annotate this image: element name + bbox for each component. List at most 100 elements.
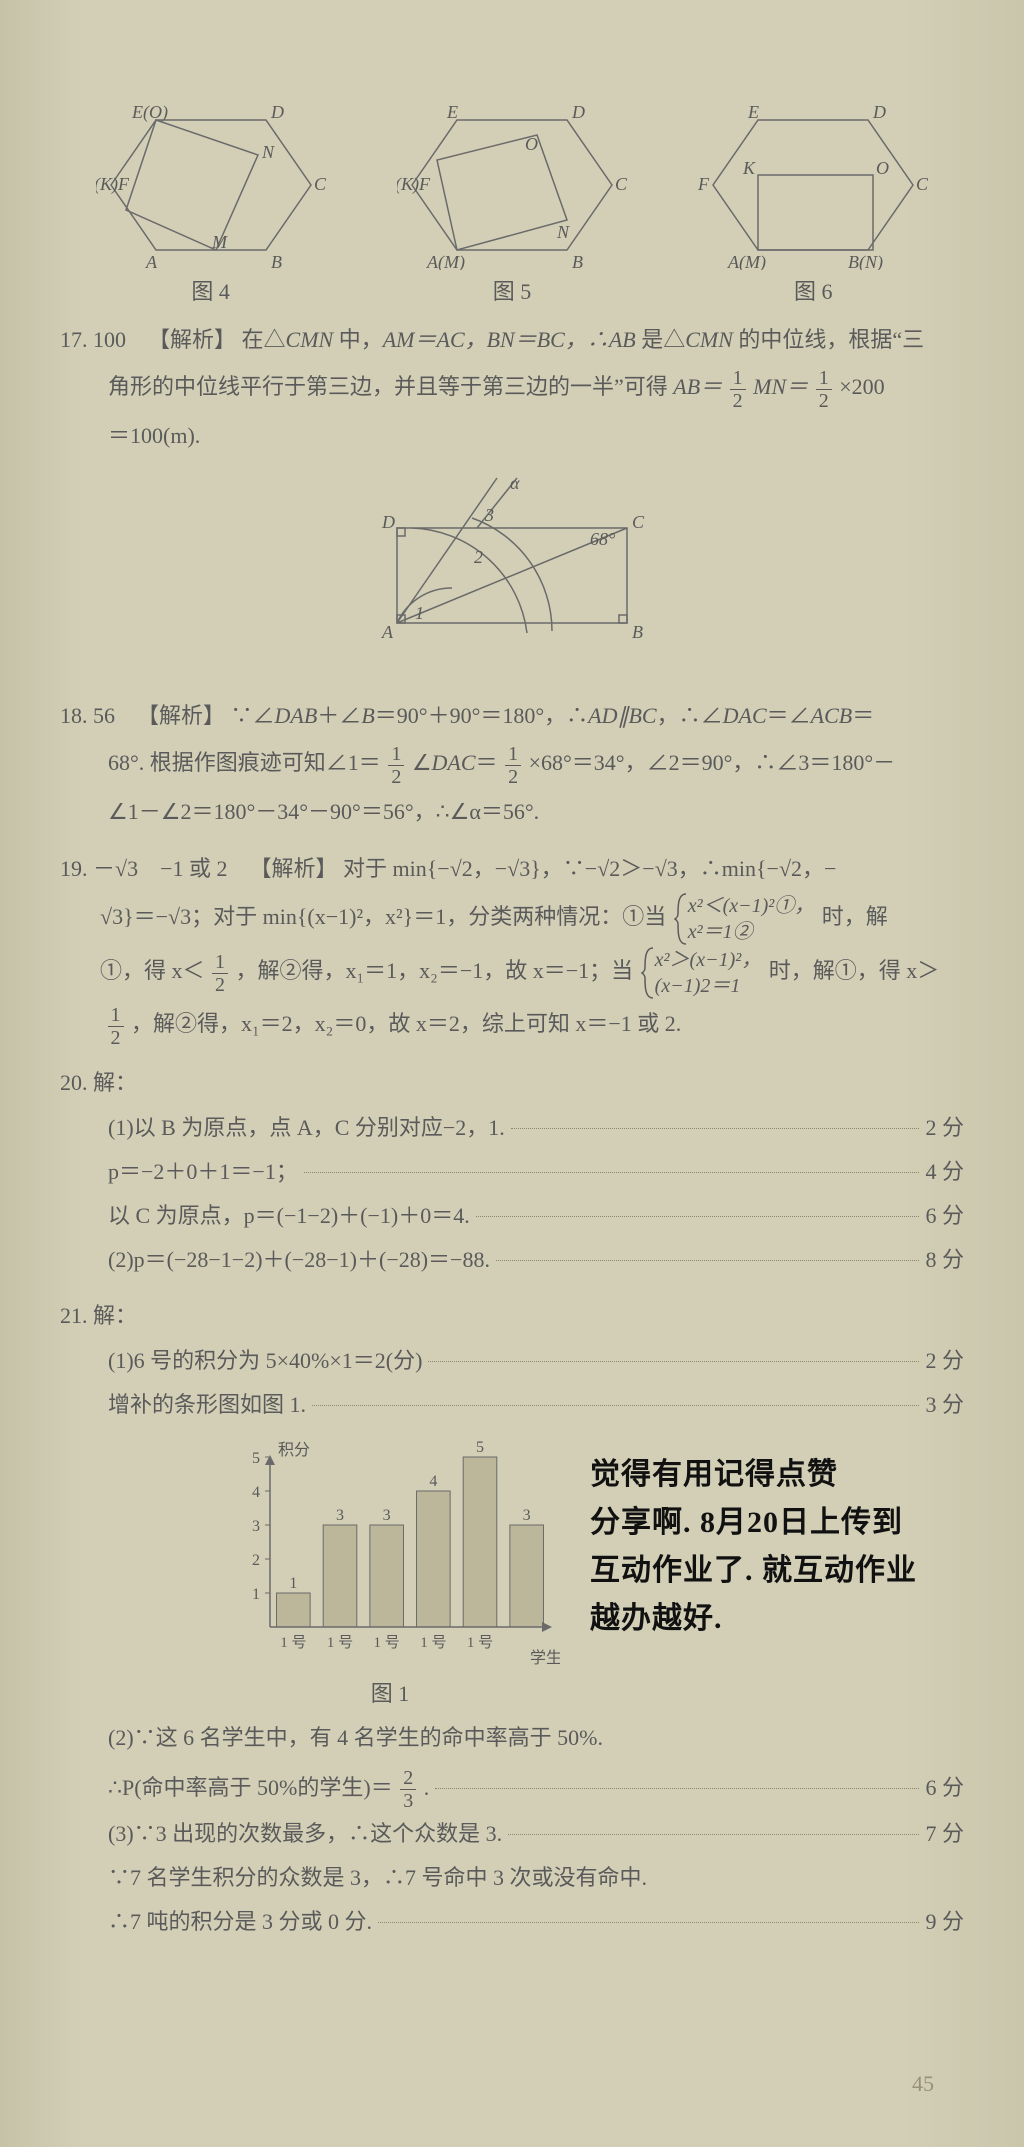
fig5-lbl-b: B bbox=[572, 252, 583, 270]
page-number: 45 bbox=[912, 2071, 934, 2097]
p21-line-1: (1)6 号的积分为 5×40%×1＝2(分) 2 分 bbox=[60, 1339, 964, 1383]
p17-l1a: 在△ bbox=[242, 327, 286, 352]
handwriting-note: 觉得有用记得点赞 分享啊. 8月20日上传到 互动作业了. 就互动作业 越办越好… bbox=[590, 1451, 917, 1643]
figure-row: E(O) D C B A (K)F N M 图 4 E bbox=[60, 100, 964, 306]
p19-sys2-top: x²＞(x−1)²， bbox=[655, 949, 762, 971]
p21-line-2: 增补的条形图如图 1. 3 分 bbox=[60, 1383, 964, 1427]
p21-p2-l2a: ∴P(命中率高于 50%的学生)＝ bbox=[108, 1775, 393, 1800]
mid-diagram-svg: D C A B 68° α 1 2 3 bbox=[352, 473, 672, 673]
fig4-lbl-n: N bbox=[261, 142, 275, 162]
p21-p2-fn: 2 bbox=[400, 1767, 416, 1790]
p19-frac2: 12 bbox=[108, 1004, 124, 1049]
p18-dab: DAB bbox=[275, 703, 318, 728]
hexagon-fig6-svg: E D C B(N) A(M) F K O bbox=[698, 100, 928, 270]
p18-l1e: ＝∠ bbox=[767, 703, 811, 728]
svg-text:1 号: 1 号 bbox=[327, 1635, 353, 1651]
hw-l1: 觉得有用记得点赞 bbox=[590, 1451, 917, 1499]
brace-icon bbox=[674, 892, 688, 946]
p18-l1a: ∵∠ bbox=[231, 703, 275, 728]
p18-l2c: ＝ bbox=[476, 750, 498, 775]
p20-line: (2)p＝(−28−1−2)＋(−28−1)＋(−28)＝−88.8 分 bbox=[60, 1238, 964, 1282]
fig5-lbl-kf: (K)F bbox=[397, 174, 431, 195]
line-pts: 7 分 bbox=[925, 1812, 964, 1856]
page: E(O) D C B A (K)F N M 图 4 E bbox=[0, 0, 1024, 2147]
p19-sys1-top: x²＜(x−1)²①， bbox=[688, 895, 815, 917]
p20-scoring-lines: (1)以 B 为原点，点 A，C 分别对应−2，1.2 分p＝−2＋0＋1＝−1… bbox=[60, 1106, 964, 1282]
p21-l1-txt: (1)6 号的积分为 5×40%×1＝2(分) bbox=[108, 1339, 422, 1383]
p19-l3c: 时，解①，得 x＞ bbox=[769, 958, 940, 983]
middle-diagram: D C A B 68° α 1 2 3 bbox=[60, 473, 964, 678]
p18-frac1: 12 bbox=[388, 743, 404, 788]
p21-l2-pts: 3 分 bbox=[925, 1383, 964, 1427]
p21-part3-line: ∵7 名学生积分的众数是 3，∴7 号命中 3 次或没有命中. bbox=[60, 1856, 964, 1900]
p17-l1c: 是△ bbox=[636, 327, 686, 352]
mid-B: B bbox=[632, 622, 643, 642]
fig5-lbl-c: C bbox=[615, 174, 627, 194]
p17-abeq: AB＝ bbox=[673, 374, 722, 399]
svg-text:积分: 积分 bbox=[278, 1441, 310, 1459]
p19-l1a: 对于 min{−√2，−√3}，∵−√2＞−√3，∴min{−√2，− bbox=[343, 856, 836, 881]
mid-D: D bbox=[381, 512, 395, 532]
p19-f2d: 2 bbox=[108, 1027, 124, 1049]
dots-icon bbox=[435, 1788, 919, 1789]
bar-chart-svg: 123451334531 号1 号1 号1 号1 号积分学生编号 bbox=[220, 1437, 560, 1667]
p17-mn: MN＝ bbox=[753, 374, 808, 399]
p21-p2-l2b: . bbox=[424, 1775, 430, 1800]
svg-text:3: 3 bbox=[523, 1507, 531, 1524]
dots-icon bbox=[476, 1216, 920, 1217]
p19-sys1-bot: x²＝1② bbox=[688, 921, 753, 943]
p18-acb: ACB bbox=[811, 703, 853, 728]
p18-l2b: ∠ bbox=[412, 750, 432, 775]
p21-p2-frac: 23 bbox=[400, 1767, 416, 1812]
p19-f1d: 2 bbox=[212, 974, 228, 996]
p21-part3: (3)∵3 出现的次数最多，∴这个众数是 3.7 分∵7 名学生积分的众数是 3… bbox=[60, 1812, 964, 1944]
p18-b: B bbox=[361, 703, 374, 728]
p20-line-pts: 6 分 bbox=[925, 1194, 964, 1238]
p19-l3b: ，解②得，x₁＝1，x₂＝−1，故 x＝−1；当 bbox=[236, 958, 634, 983]
dots-icon bbox=[312, 1405, 919, 1406]
p19-l2a: √3}＝−√3；对于 min{(x−1)²，x²}＝1，分类两种情况：①当 bbox=[100, 904, 666, 929]
p18-tag: 【解析】 bbox=[137, 703, 225, 728]
fig5-lbl-o: O bbox=[525, 134, 538, 154]
fig5-lbl-d: D bbox=[571, 102, 585, 122]
p18-l1b: ＋∠ bbox=[317, 703, 361, 728]
svg-text:1 号: 1 号 bbox=[420, 1635, 446, 1651]
p19-f2n: 1 bbox=[108, 1004, 124, 1027]
fig5-lbl-n: N bbox=[556, 222, 570, 242]
p19-sys2-bot: (x−1)2＝1 bbox=[655, 975, 741, 997]
bar-chart: 123451334531 号1 号1 号1 号1 号积分学生编号 图 1 bbox=[220, 1437, 560, 1708]
p19-l3a: ①，得 x＜ bbox=[100, 958, 205, 983]
p18-adbc: AD∥BC bbox=[588, 703, 656, 728]
p20-lead: 解： bbox=[93, 1070, 137, 1095]
p17-frac2-d: 2 bbox=[816, 390, 832, 412]
p18-l2a: 68°. 根据作图痕迹可知∠1＝ bbox=[108, 750, 381, 775]
p17-l1d: 的中位线，根据“三 bbox=[733, 327, 924, 352]
p20-line-txt: p＝−2＋0＋1＝−1； bbox=[108, 1150, 298, 1194]
hw-l2: 分享啊. 8月20日上传到 bbox=[590, 1499, 917, 1547]
svg-text:1 号: 1 号 bbox=[467, 1635, 493, 1651]
p18-f1d: 2 bbox=[388, 766, 404, 788]
problem-21: 21. 解： bbox=[60, 1292, 964, 1339]
p17-l3: ＝100(m). bbox=[108, 423, 200, 448]
p18-dac2: DAC bbox=[432, 750, 476, 775]
dots-icon bbox=[508, 1834, 919, 1835]
line-pts: 9 分 bbox=[925, 1900, 964, 1944]
p19-frac1: 12 bbox=[212, 951, 228, 996]
p20-line-txt: 以 C 为原点，p＝(−1−2)＋(−1)＋0＝4. bbox=[108, 1194, 470, 1238]
svg-text:4: 4 bbox=[429, 1473, 437, 1490]
dots-icon bbox=[511, 1128, 920, 1129]
p19-l2b: 时，解 bbox=[822, 904, 888, 929]
fig4-caption: 图 4 bbox=[96, 274, 326, 306]
p18-dac: DAC bbox=[723, 703, 767, 728]
fig6-lbl-bn: B(N) bbox=[848, 252, 883, 270]
svg-text:5: 5 bbox=[476, 1439, 484, 1456]
p21-number: 21. bbox=[60, 1303, 88, 1328]
p17-frac2: 12 bbox=[816, 367, 832, 412]
dots-icon bbox=[496, 1260, 920, 1261]
fig4-lbl-eo: E(O) bbox=[131, 102, 168, 123]
svg-text:1: 1 bbox=[252, 1586, 260, 1603]
p18-l1c: ＝90°＋90°＝180°，∴ bbox=[375, 703, 588, 728]
figure-6: E D C B(N) A(M) F K O 图 6 bbox=[698, 100, 928, 306]
p21-p2-fd: 3 bbox=[400, 1790, 416, 1812]
figure-4: E(O) D C B A (K)F N M 图 4 bbox=[96, 100, 326, 306]
